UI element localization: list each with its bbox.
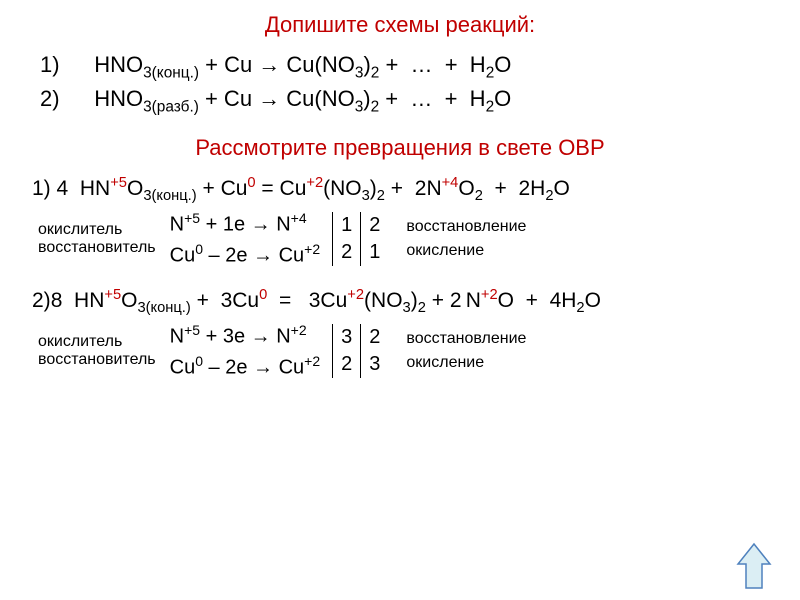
rxn2-proc-red: восстановление — [406, 330, 526, 348]
rxn2-role-ox: окислитель — [38, 333, 156, 351]
rxn1-equation: 1) 4 HN+5O3(конц.) + Cu0 = Cu+2(NO3)2 + … — [32, 175, 770, 204]
rxn1-block: 1) 4 HN+5O3(конц.) + Cu0 = Cu+2(NO3)2 + … — [30, 175, 770, 270]
nav-arrow-icon[interactable] — [736, 542, 772, 590]
rxn2-equation: 2)8 HN+5O3(конц.) + 3Cu0 = 3Cu+2(NO3)2 +… — [32, 287, 770, 316]
rxn1-c1: 4 — [57, 177, 69, 200]
rxn1-role-ox: окислитель — [38, 221, 156, 239]
rxn2-label: 2) — [32, 289, 51, 312]
rxn1-t1b: 2 — [341, 241, 352, 264]
rxn2-balance: окислитель восстановитель N+5 + 3e → N+2… — [38, 320, 770, 381]
heading-complete-schemes: Допишите схемы реакций: — [30, 12, 770, 38]
rxn2-block: 2)8 HN+5O3(конц.) + 3Cu0 = 3Cu+2(NO3)2 +… — [30, 287, 770, 382]
rxn1-tally-col2: 2 1 — [360, 212, 388, 266]
rxn2-c1: 8 — [51, 289, 63, 312]
rxn2-role-red: восстановитель — [38, 351, 156, 369]
page: Допишите схемы реакций: 1) HNO3(конц.) +… — [0, 0, 800, 600]
rxn2-c5: 4 — [550, 289, 562, 312]
rxn1-c3: 2 — [518, 177, 530, 200]
rxn1-t1a: 1 — [341, 214, 352, 237]
rxn2-tally-col2: 2 3 — [360, 324, 388, 378]
rxn1-half-reactions: N+5 + 1e → N+4 Cu0 – 2e → Cu+2 — [170, 208, 321, 269]
rxn2-proc-ox: окисление — [406, 354, 526, 372]
rxn2-t1b: 2 — [341, 353, 352, 376]
eq1-number: 1) — [40, 52, 82, 78]
rxn2-t1a: 3 — [341, 326, 352, 349]
rxn2-c3: 3 — [309, 289, 321, 312]
rxn1-proc-ox: окисление — [406, 242, 526, 260]
heading-ovr: Рассмотрите превращения в свете ОВР — [30, 135, 770, 161]
rxn1-role-red: восстановитель — [38, 239, 156, 257]
rxn2-c2: 3 — [221, 289, 233, 312]
rxn2-half-reactions: N+5 + 3e → N+2 Cu0 – 2e → Cu+2 — [170, 320, 321, 381]
rxn1-proc-red: восстановление — [406, 218, 526, 236]
rxn2-half1: N+5 + 3e → N+2 — [170, 322, 321, 349]
rxn1-half1: N+5 + 1e → N+4 — [170, 210, 321, 237]
equation-1: 1) HNO3(конц.) + Cu → Cu(NO3)2 + … + H2O — [40, 52, 770, 82]
rxn1-processes: восстановление окисление — [406, 215, 526, 263]
rxn2-t2a: 2 — [369, 326, 380, 349]
eq2-number: 2) — [40, 86, 82, 112]
rxn1-label: 1) — [32, 177, 51, 200]
rxn1-t2b: 1 — [369, 241, 380, 264]
rxn2-half2: Cu0 – 2e → Cu+2 — [170, 353, 321, 380]
equation-2: 2) HNO3(разб.) + Cu → Cu(NO3)2 + … + H2O — [40, 86, 770, 116]
rxn1-t2a: 2 — [369, 214, 380, 237]
rxn2-t2b: 3 — [369, 353, 380, 376]
rxn1-tally: 1 2 2 1 — [332, 212, 388, 266]
rxn1-roles: окислитель восстановитель — [38, 221, 156, 257]
rxn2-tally: 3 2 2 3 — [332, 324, 388, 378]
rxn2-tally-col1: 3 2 — [332, 324, 360, 378]
rxn1-balance: окислитель восстановитель N+5 + 1e → N+4… — [38, 208, 770, 269]
rxn2-c4: 2 — [450, 289, 462, 312]
rxn2-roles: окислитель восстановитель — [38, 333, 156, 369]
rxn2-processes: восстановление окисление — [406, 327, 526, 375]
rxn1-tally-col1: 1 2 — [332, 212, 360, 266]
rxn1-half2: Cu0 – 2e → Cu+2 — [170, 241, 321, 268]
rxn1-c2: 2 — [415, 177, 427, 200]
